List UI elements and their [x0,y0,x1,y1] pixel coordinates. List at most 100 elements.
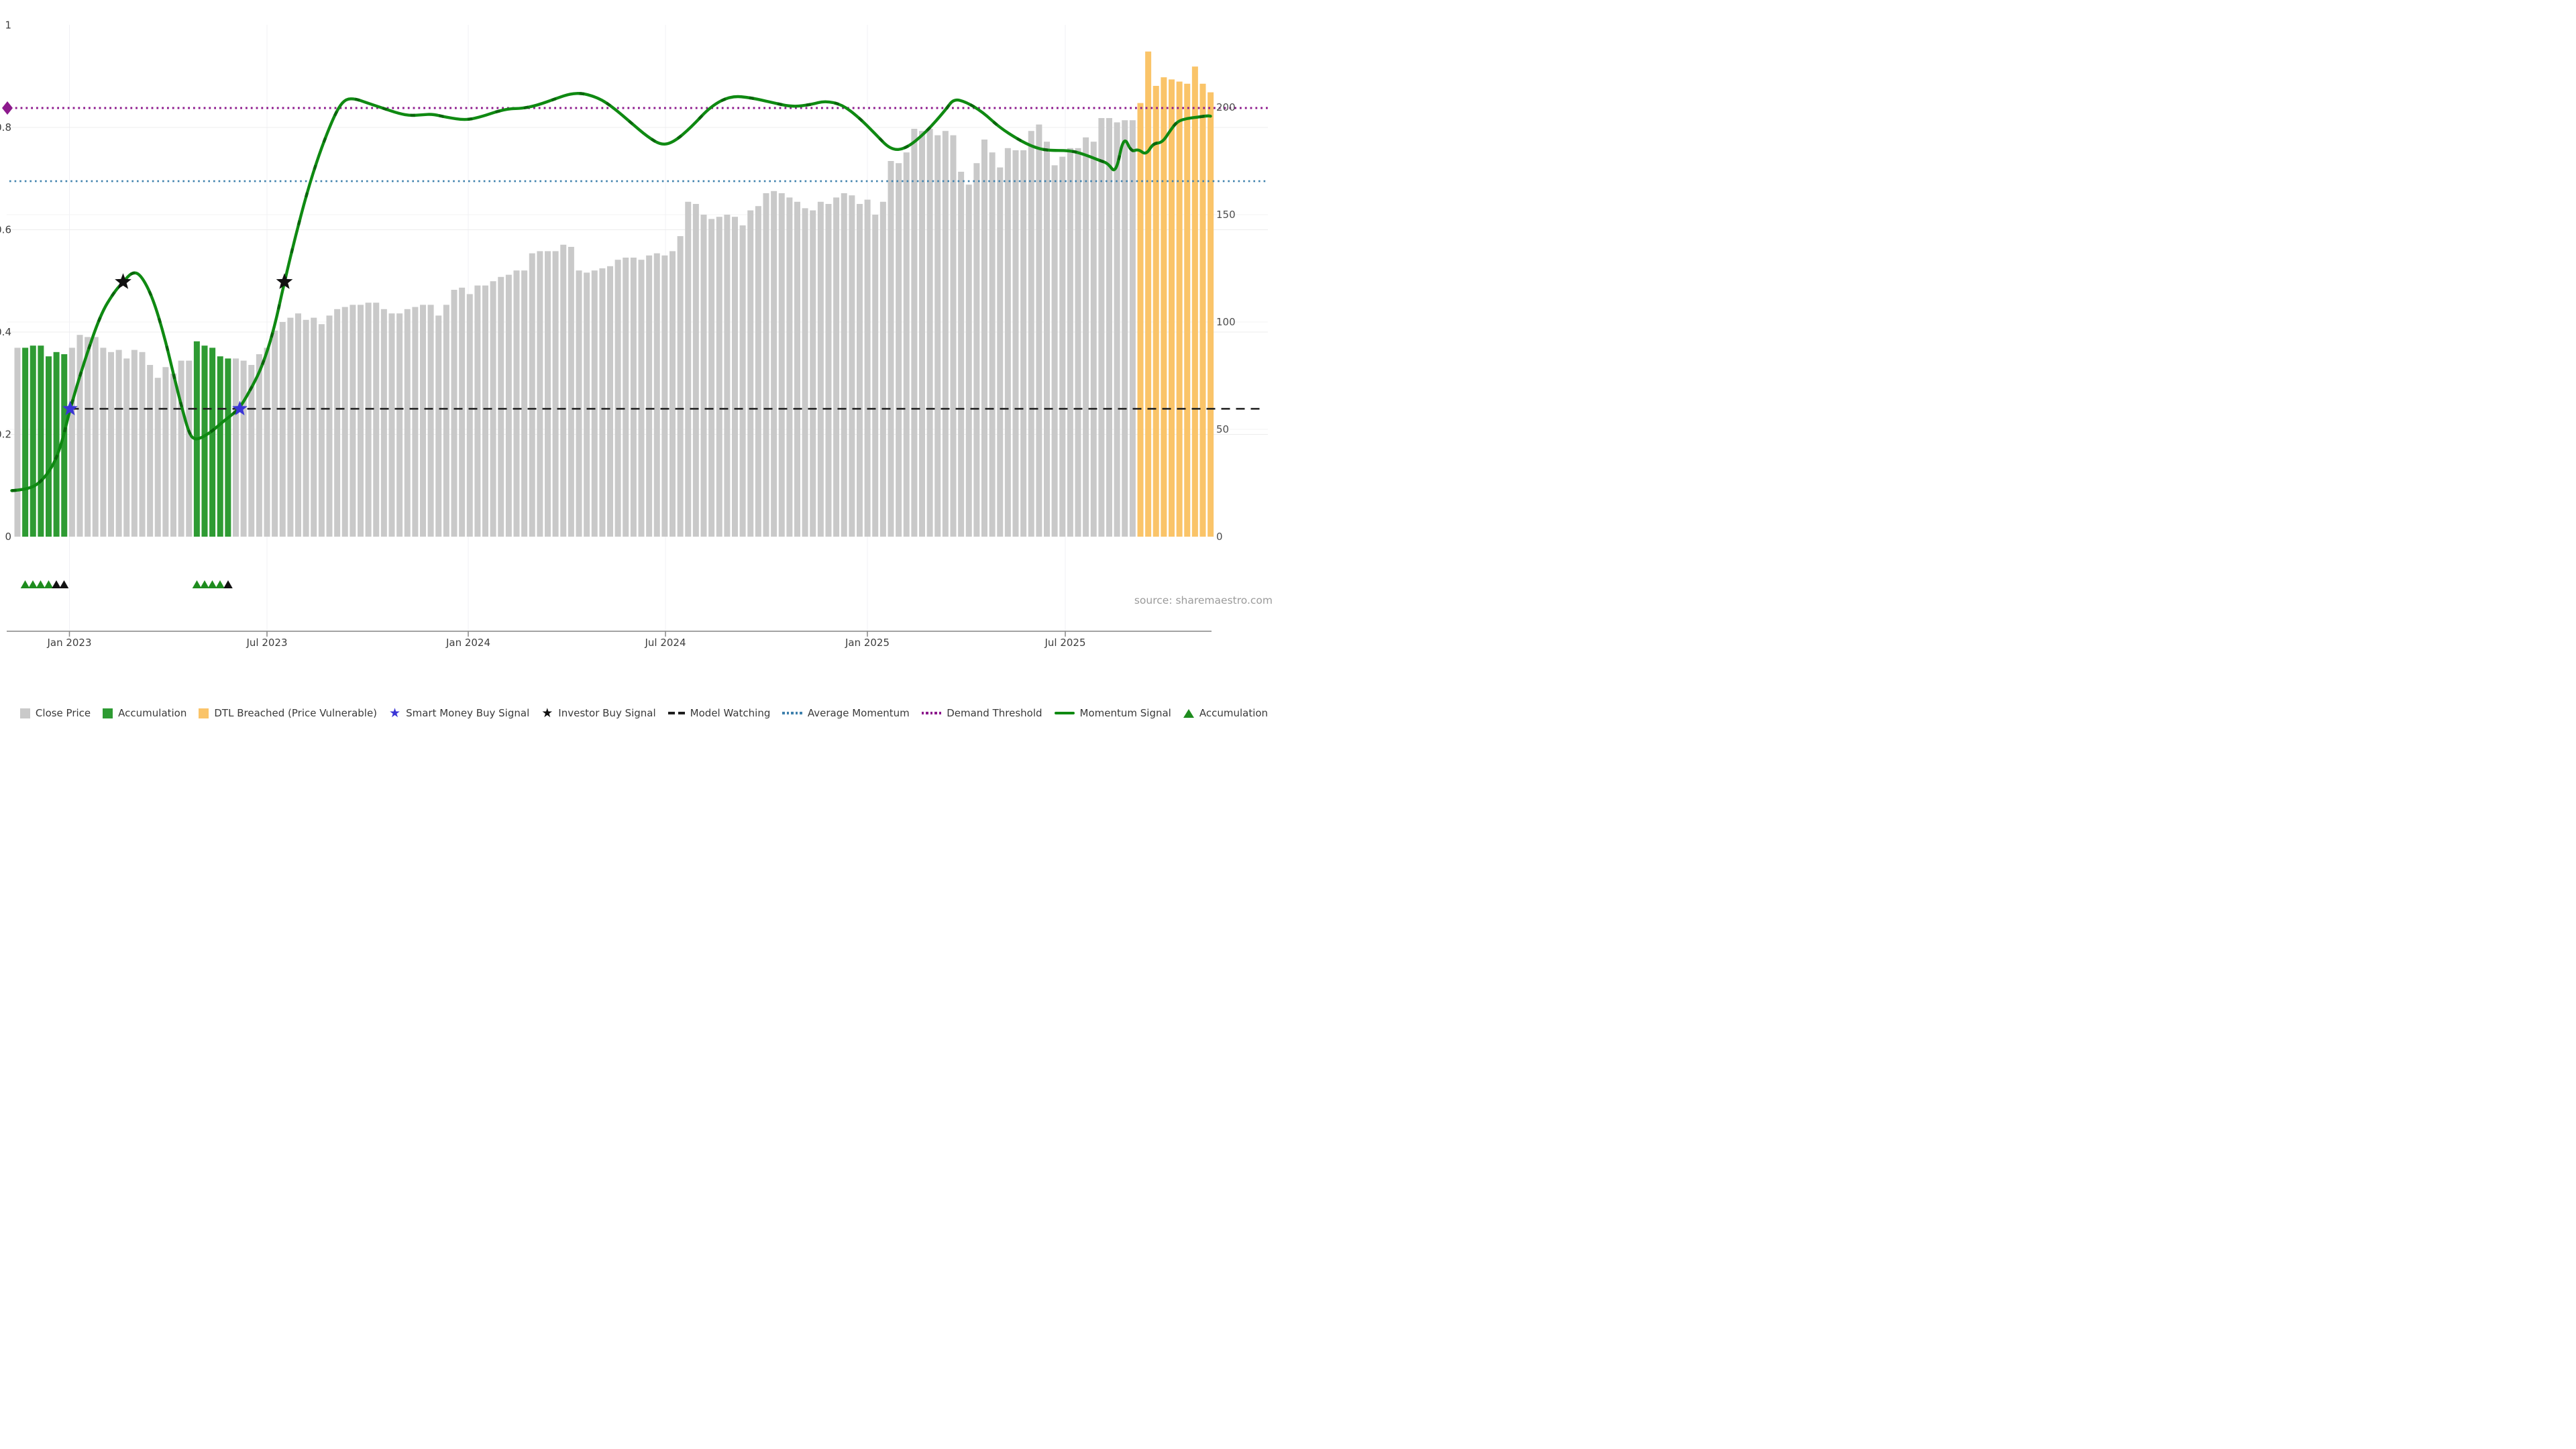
close-price-bar [420,305,426,537]
close-price-bar [76,335,83,537]
legend-item-momentum-signal-8: Momentum Signal [1054,707,1171,719]
investor-buy-star-icon [115,273,131,289]
close-price-bar [451,290,458,537]
legend: Close Price Accumulation DTL Breached (Pri… [0,705,1288,720]
close-price-bar [1129,120,1136,537]
close-price-bar [123,358,130,537]
close-price-bar [833,197,840,537]
close-price-bar [318,324,325,537]
close-price-bar [942,131,949,537]
close-price-bar [965,184,972,537]
right-axis-label: 150 [1216,209,1236,221]
close-price-bar [466,294,473,537]
close-price-bar [646,255,653,537]
accumulation-triangle-icon [192,580,202,588]
legend-item-accumulation-1: Accumulation [103,707,186,719]
close-price-bar [864,199,871,537]
close-price-bar [817,201,824,537]
legend-item-accumulation-9: Accumulation [1183,707,1268,719]
legend-marker-square-icon [199,708,209,718]
close-price-bar [350,305,356,537]
close-price-bar [14,347,21,537]
close-price-bar [1122,120,1128,537]
close-price-bar [552,251,559,537]
close-price-bar [303,319,309,537]
close-price-bar [692,204,699,537]
close-price-bar [786,197,793,537]
close-price-bar [825,204,832,537]
legend-label: Demand Threshold [947,707,1042,719]
close-price-bar [778,193,785,537]
close-price-bar [802,208,808,537]
x-axis-label: Jan 2024 [445,637,490,649]
close-price-bar [981,140,987,537]
close-price-bar [498,276,504,537]
close-price-bar [435,315,442,537]
legend-label: Accumulation [1199,707,1269,719]
close-price-bar [334,309,341,537]
close-price-bar [1090,142,1097,537]
left-axis-label: 1 [5,19,11,32]
close-price-bar [958,172,965,537]
accumulation-triangle-icon [223,580,233,588]
legend-label: Close Price [35,707,91,719]
close-price-bar [404,309,411,537]
close-price-bar [248,365,255,537]
close-price-bar [700,215,707,537]
close-price-bar [841,193,847,537]
close-price-bar [388,313,395,537]
close-price-bar [115,350,122,537]
close-price-bar [341,307,348,537]
close-price-bar [225,358,231,537]
accumulation-triangle-icon [44,580,54,588]
close-price-bar [685,201,692,537]
close-price-bar [989,152,996,537]
close-price-bar [568,247,574,537]
legend-marker-line-icon [1054,712,1075,714]
close-price-bar [201,345,208,537]
close-price-bar [584,272,590,537]
legend-item-average-momentum-6: Average Momentum [782,707,910,719]
close-price-bar [505,274,512,537]
source-note: source: sharemaestro.com [1134,594,1273,606]
x-axis-label: Jul 2024 [644,637,686,649]
close-price-bar [537,251,543,537]
close-price-bar [926,129,933,537]
close-price-bar [240,360,247,537]
accumulation-triangle-icon [36,580,46,588]
right-axis-label: 200 [1216,101,1236,113]
close-price-bar [950,135,957,537]
close-price-bar [85,337,91,537]
accumulation-triangle-icon [200,580,209,588]
accumulation-triangle-icon [28,580,38,588]
legend-label: Model Watching [690,707,771,719]
close-price-bar [147,365,154,537]
close-price-bar [326,315,333,537]
close-price-bar [1137,103,1144,537]
close-price-bar [412,307,419,537]
right-axis-label: 0 [1216,531,1223,543]
close-price-bar [311,317,317,537]
close-price-bar [1199,83,1206,537]
close-price-bar [973,163,980,537]
right-axis-label: 100 [1216,316,1236,328]
close-price-bar [638,260,645,537]
legend-marker-square-icon [103,708,113,718]
close-price-bar [92,337,99,537]
legend-marker-star-icon: ★ [541,705,553,720]
close-price-bar [747,210,754,537]
close-price-bar [46,356,52,537]
x-axis-label: Jul 2023 [246,637,287,649]
legend-marker-dashes-icon [667,712,685,714]
close-price-bar [1012,150,1019,537]
close-price-bar [365,303,372,537]
close-price-bar [1044,142,1050,537]
legend-item-close-price-0: Close Price [19,707,91,719]
left-axis-label: 0.4 [0,326,11,338]
close-price-bar [576,270,582,537]
close-price-bar [1051,165,1058,537]
close-price-bar [623,258,629,537]
close-price-bar [614,260,621,537]
close-price-bar [903,152,910,537]
accumulation-triangle-icon [52,580,61,588]
